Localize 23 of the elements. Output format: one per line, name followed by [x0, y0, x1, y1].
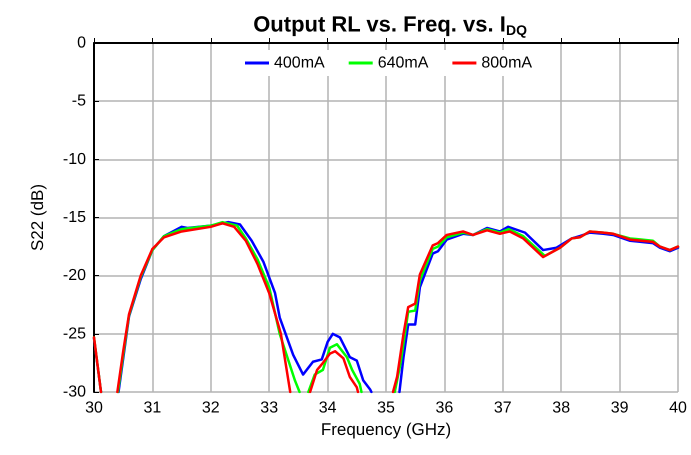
- x-tick-label: 40: [669, 400, 687, 416]
- x-tick-label: 35: [377, 400, 395, 416]
- y-axis-title: S22 (dB): [28, 184, 47, 252]
- y-tick-label: 0: [77, 34, 86, 52]
- x-tick-label: 31: [144, 400, 162, 416]
- y-tick-label: -30: [62, 384, 86, 400]
- x-axis-title: Frequency (GHz): [320, 420, 452, 439]
- legend-label: 640mA: [378, 54, 429, 72]
- y-tick-label: -10: [62, 150, 86, 168]
- legend-label: 800mA: [481, 54, 532, 72]
- y-tick-label: -20: [62, 267, 86, 284]
- x-tick-label: 34: [318, 400, 337, 416]
- y-tick-label: -5: [72, 92, 86, 110]
- x-tick-label: 39: [610, 400, 629, 416]
- y-tick-label: -25: [62, 325, 86, 342]
- y-tick-label: -15: [62, 209, 86, 226]
- legend-label: 400mA: [274, 54, 326, 72]
- x-tick-label: 30: [85, 400, 103, 416]
- x-tick-label: 33: [260, 400, 278, 416]
- x-tick-label: 38: [552, 400, 570, 416]
- x-tick-label: 36: [436, 400, 454, 416]
- x-tick-label: 32: [202, 400, 220, 416]
- x-tick-label: 37: [494, 400, 512, 416]
